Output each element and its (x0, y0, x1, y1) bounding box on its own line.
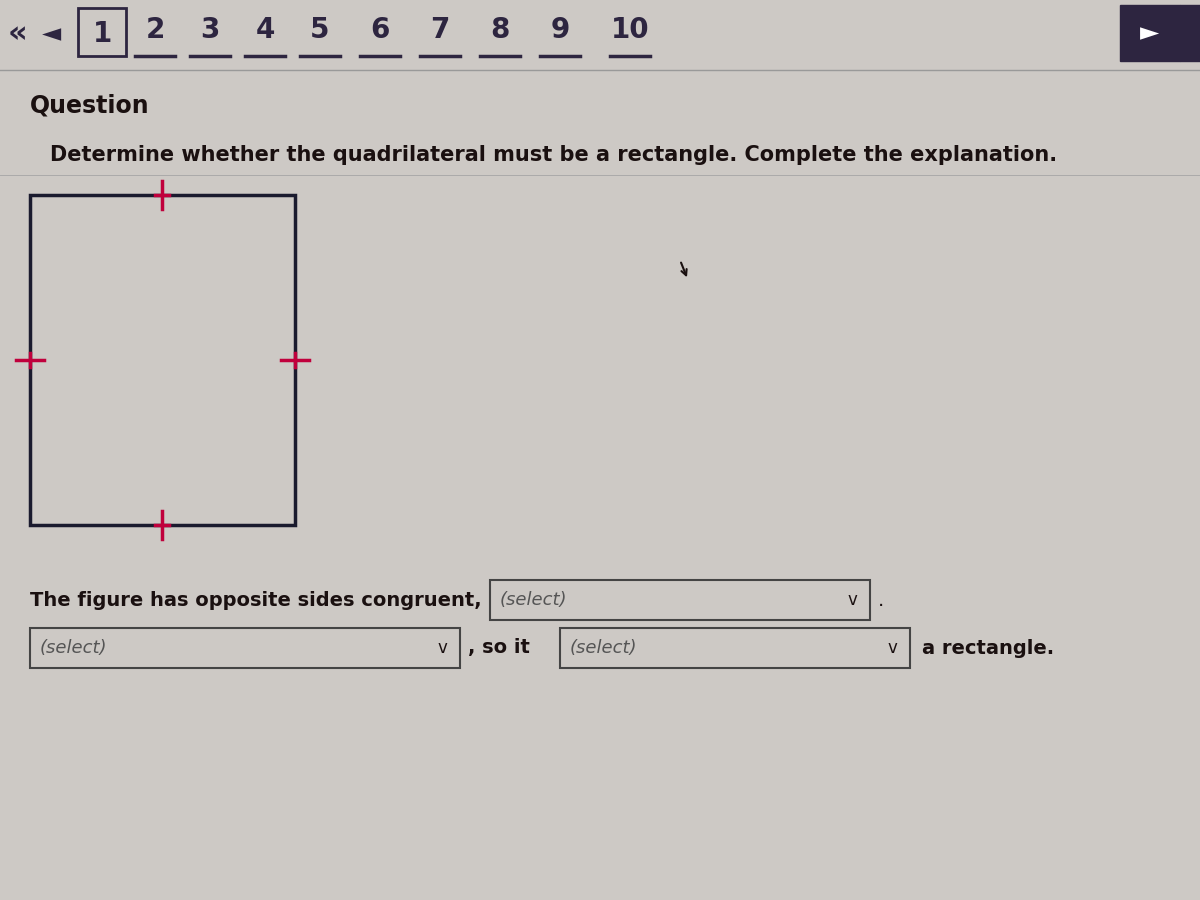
Text: (select): (select) (40, 639, 108, 657)
Bar (78, 8, 126, 56)
Text: 7: 7 (431, 16, 450, 44)
Text: 2: 2 (145, 16, 164, 44)
Bar (30, 195, 295, 525)
Text: 8: 8 (491, 16, 510, 44)
Bar (30, 628, 460, 668)
Bar (490, 580, 870, 620)
Text: «: « (8, 20, 28, 49)
Text: v: v (437, 639, 446, 657)
Text: 5: 5 (311, 16, 330, 44)
Bar (1120, 5, 1180, 61)
Text: (select): (select) (570, 639, 637, 657)
Text: ►: ► (1140, 21, 1159, 45)
Text: v: v (847, 591, 857, 609)
Text: 4: 4 (256, 16, 275, 44)
Text: a rectangle.: a rectangle. (922, 638, 1054, 658)
Text: 1: 1 (92, 20, 112, 48)
Text: Determine whether the quadrilateral must be a rectangle. Complete the explanatio: Determine whether the quadrilateral must… (50, 145, 1057, 165)
Text: 10: 10 (611, 16, 649, 44)
Bar (1180, 5, 1200, 61)
Text: The figure has opposite sides congruent, so it is a: The figure has opposite sides congruent,… (30, 590, 581, 609)
Bar (560, 628, 910, 668)
Text: v: v (887, 639, 896, 657)
Text: Question: Question (30, 93, 150, 117)
Text: ◄: ◄ (42, 22, 61, 46)
Text: , so it: , so it (468, 638, 530, 658)
Text: 6: 6 (371, 16, 390, 44)
Text: (select): (select) (500, 591, 568, 609)
Bar (0, 0, 1200, 68)
Text: .: . (878, 590, 884, 609)
Text: 3: 3 (200, 16, 220, 44)
Text: 9: 9 (551, 16, 570, 44)
